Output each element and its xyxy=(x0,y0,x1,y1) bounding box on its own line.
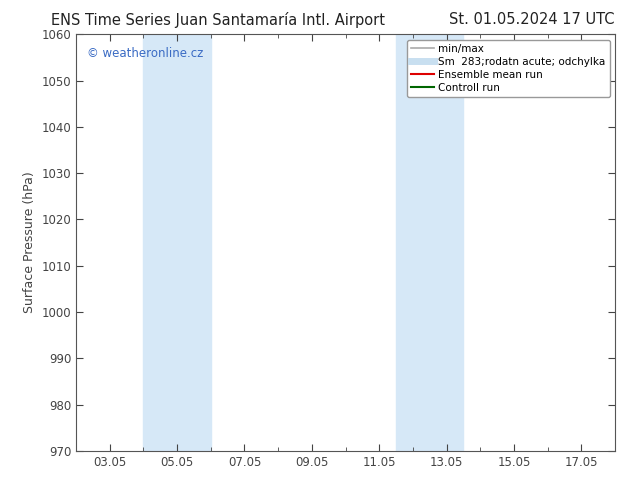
Y-axis label: Surface Pressure (hPa): Surface Pressure (hPa) xyxy=(23,172,36,314)
Bar xyxy=(396,34,463,451)
Text: St. 01.05.2024 17 UTC: St. 01.05.2024 17 UTC xyxy=(450,12,615,27)
Text: © weatheronline.cz: © weatheronline.cz xyxy=(87,47,204,60)
Legend: min/max, Sm  283;rodatn acute; odchylka, Ensemble mean run, Controll run: min/max, Sm 283;rodatn acute; odchylka, … xyxy=(407,40,610,97)
Bar xyxy=(143,34,210,451)
Text: ENS Time Series Juan Santamaría Intl. Airport: ENS Time Series Juan Santamaría Intl. Ai… xyxy=(51,12,385,28)
